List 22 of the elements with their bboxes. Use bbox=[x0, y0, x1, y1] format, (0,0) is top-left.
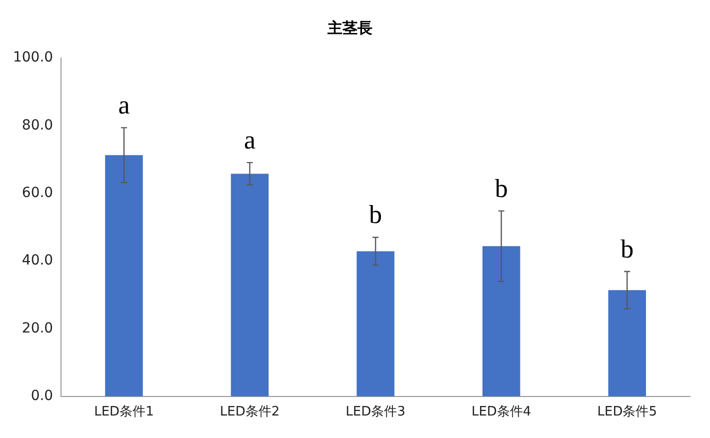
chart-title: 主茎長 bbox=[326, 18, 372, 37]
bar bbox=[608, 290, 646, 396]
annotation: b bbox=[494, 174, 508, 203]
y-tick-label: 100.0 bbox=[12, 50, 54, 66]
x-tick-label: LED条件3 bbox=[346, 404, 406, 420]
annotation: a bbox=[118, 90, 130, 120]
annotation: b bbox=[369, 200, 382, 230]
bar bbox=[482, 246, 520, 396]
y-tick-label: 60.0 bbox=[22, 185, 54, 201]
y-tick-label: 20.0 bbox=[22, 320, 54, 336]
bar bbox=[230, 174, 269, 396]
annotation: a bbox=[244, 125, 256, 154]
y-tick-label: 40.0 bbox=[22, 252, 54, 269]
x-tick-label: LED条件2 bbox=[220, 404, 280, 420]
bar bbox=[105, 155, 143, 396]
y-tick-label: 0.0 bbox=[30, 388, 54, 404]
annotation: b bbox=[620, 234, 634, 264]
x-tick-label: LED条件1 bbox=[94, 404, 154, 420]
x-tick-label: LED条件5 bbox=[597, 404, 657, 420]
bar bbox=[356, 251, 394, 396]
y-tick-label: 80.0 bbox=[22, 117, 54, 134]
x-tick-label: LED条件4 bbox=[471, 404, 532, 420]
